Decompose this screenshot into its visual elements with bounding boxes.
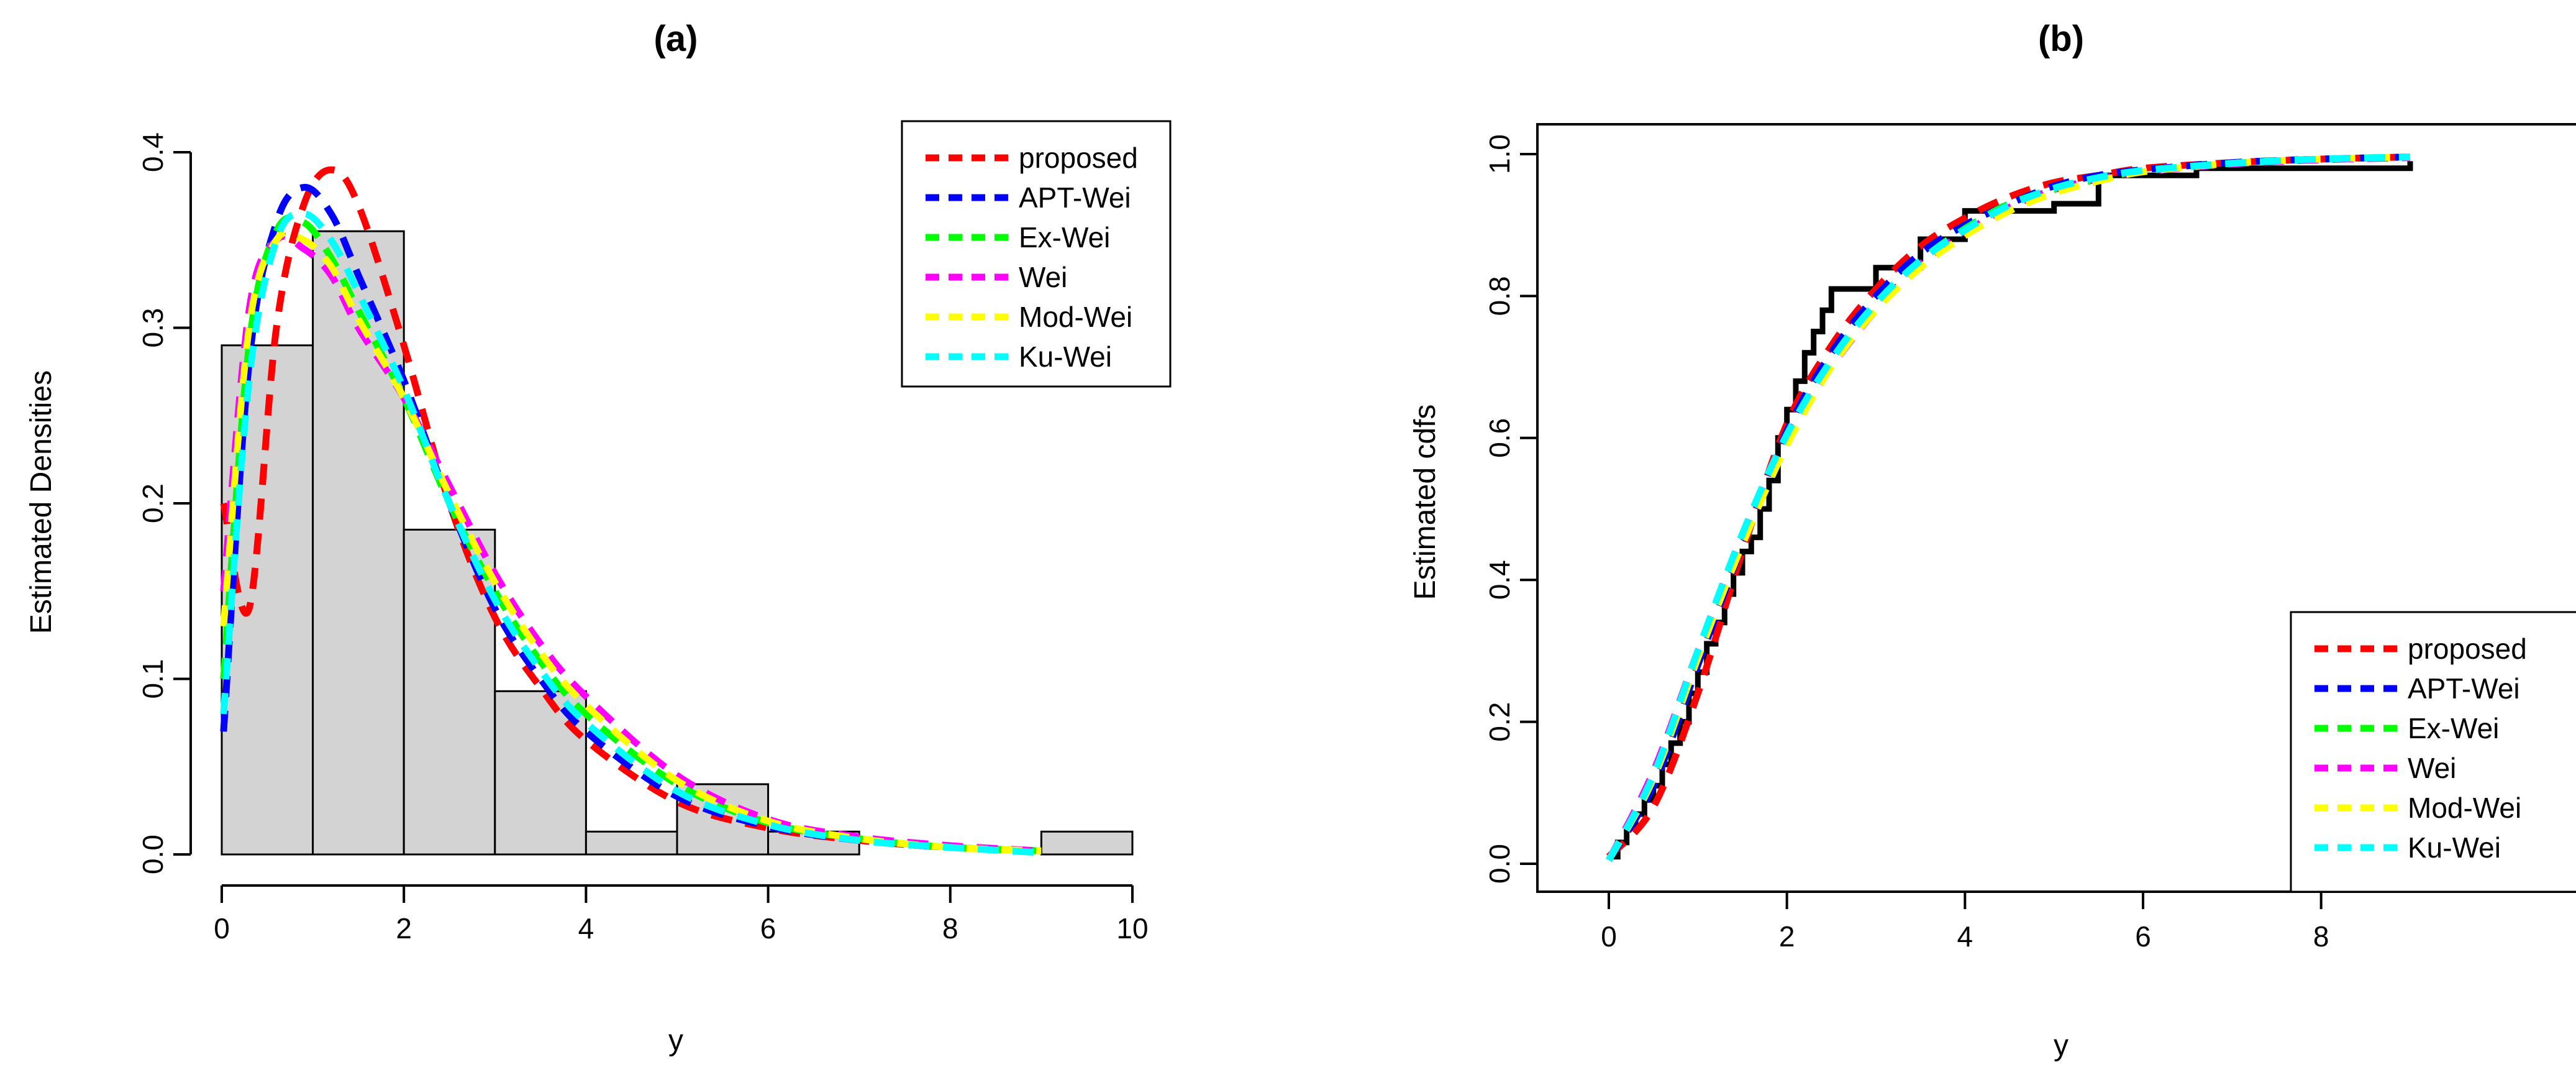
y-tick-label: 0.1 — [137, 659, 169, 699]
legend-label: Ex-Wei — [1019, 221, 1110, 254]
panel-a: (a) y Estimated Densities 0 2 4 6 8 10 0.0 0.1… — [25, 19, 1172, 1057]
panel-a-histogram — [221, 230, 1134, 856]
panel-a-ylabel: Estimated Densities — [25, 370, 58, 634]
panel-a-xlabel: y — [668, 1024, 683, 1057]
legend-label: APT-Wei — [2408, 672, 2520, 705]
panel-b-title: (b) — [2038, 19, 2084, 59]
y-tick-label: 0.2 — [1483, 702, 1516, 742]
x-tick-label: 8 — [942, 912, 958, 945]
x-tick-label: 6 — [760, 912, 776, 945]
legend-label: APT-Wei — [1019, 181, 1131, 214]
y-tick-label: 0.8 — [1483, 276, 1516, 316]
y-tick-label: 0.0 — [137, 835, 169, 874]
panel-a-y-axis: 0.0 0.1 0.2 0.3 0.4 — [137, 132, 192, 874]
panel-a-density-lines — [220, 166, 1042, 856]
panel-b-cdf-lines — [1606, 153, 2413, 863]
x-tick-label: 4 — [1957, 920, 1973, 953]
histogram-bar — [1040, 830, 1134, 856]
legend-label: Ku-Wei — [2408, 831, 2501, 864]
panel-b-y-axis: 0.0 0.2 0.4 0.6 0.8 1.0 — [1483, 134, 1537, 884]
panel-a-legend: proposed APT-Wei Ex-Wei Wei Mod-Wei Ku-Wei — [901, 120, 1172, 388]
y-tick-label: 0.4 — [1483, 560, 1516, 600]
panel-a-x-axis: 0 2 4 6 8 10 — [214, 884, 1149, 945]
legend-label: Wei — [2408, 752, 2456, 784]
legend-label: Mod-Wei — [2408, 792, 2521, 824]
histogram-bar — [585, 830, 678, 856]
legend-box — [901, 120, 1172, 388]
y-tick-label: 0.4 — [137, 132, 169, 172]
legend-label: Ex-Wei — [2408, 712, 2499, 744]
legend-label: Ku-Wei — [1019, 341, 1112, 373]
x-tick-label: 4 — [578, 912, 594, 945]
legend-label: Mod-Wei — [1019, 301, 1132, 333]
panel-b-xlabel: y — [2054, 1029, 2069, 1062]
cdf-line-mod-wei — [1606, 153, 2411, 862]
y-tick-label: 0.2 — [137, 483, 169, 523]
y-tick-label: 1.0 — [1483, 134, 1516, 174]
density-line-ku-wei — [220, 210, 1042, 856]
legend-label: proposed — [2408, 633, 2527, 665]
legend-label: Wei — [1019, 261, 1067, 293]
histogram-bar — [221, 344, 314, 856]
x-tick-label: 6 — [2135, 920, 2151, 953]
y-tick-label: 0.0 — [1483, 844, 1516, 884]
x-tick-label: 2 — [396, 912, 412, 945]
legend-label: proposed — [1019, 142, 1138, 174]
x-tick-label: 0 — [1601, 920, 1617, 953]
panel-b-legend: proposed APT-Wei Ex-Wei Wei Mod-Wei Ku-Wei — [2290, 611, 2576, 893]
panel-a-title: (a) — [654, 19, 698, 59]
x-tick-label: 10 — [1116, 912, 1148, 945]
y-tick-label: 0.6 — [1483, 418, 1516, 458]
x-tick-label: 2 — [1779, 920, 1795, 953]
histogram-bar — [312, 230, 405, 856]
cdf-line-ku-wei — [1606, 153, 2411, 862]
x-tick-label: 8 — [2313, 920, 2329, 953]
panel-b-ylabel: Estimated cdfs — [1409, 405, 1442, 600]
x-tick-label: 0 — [214, 912, 230, 945]
y-tick-label: 0.3 — [137, 308, 169, 348]
panel-b-x-axis: 0 2 4 6 8 — [1601, 890, 2329, 953]
